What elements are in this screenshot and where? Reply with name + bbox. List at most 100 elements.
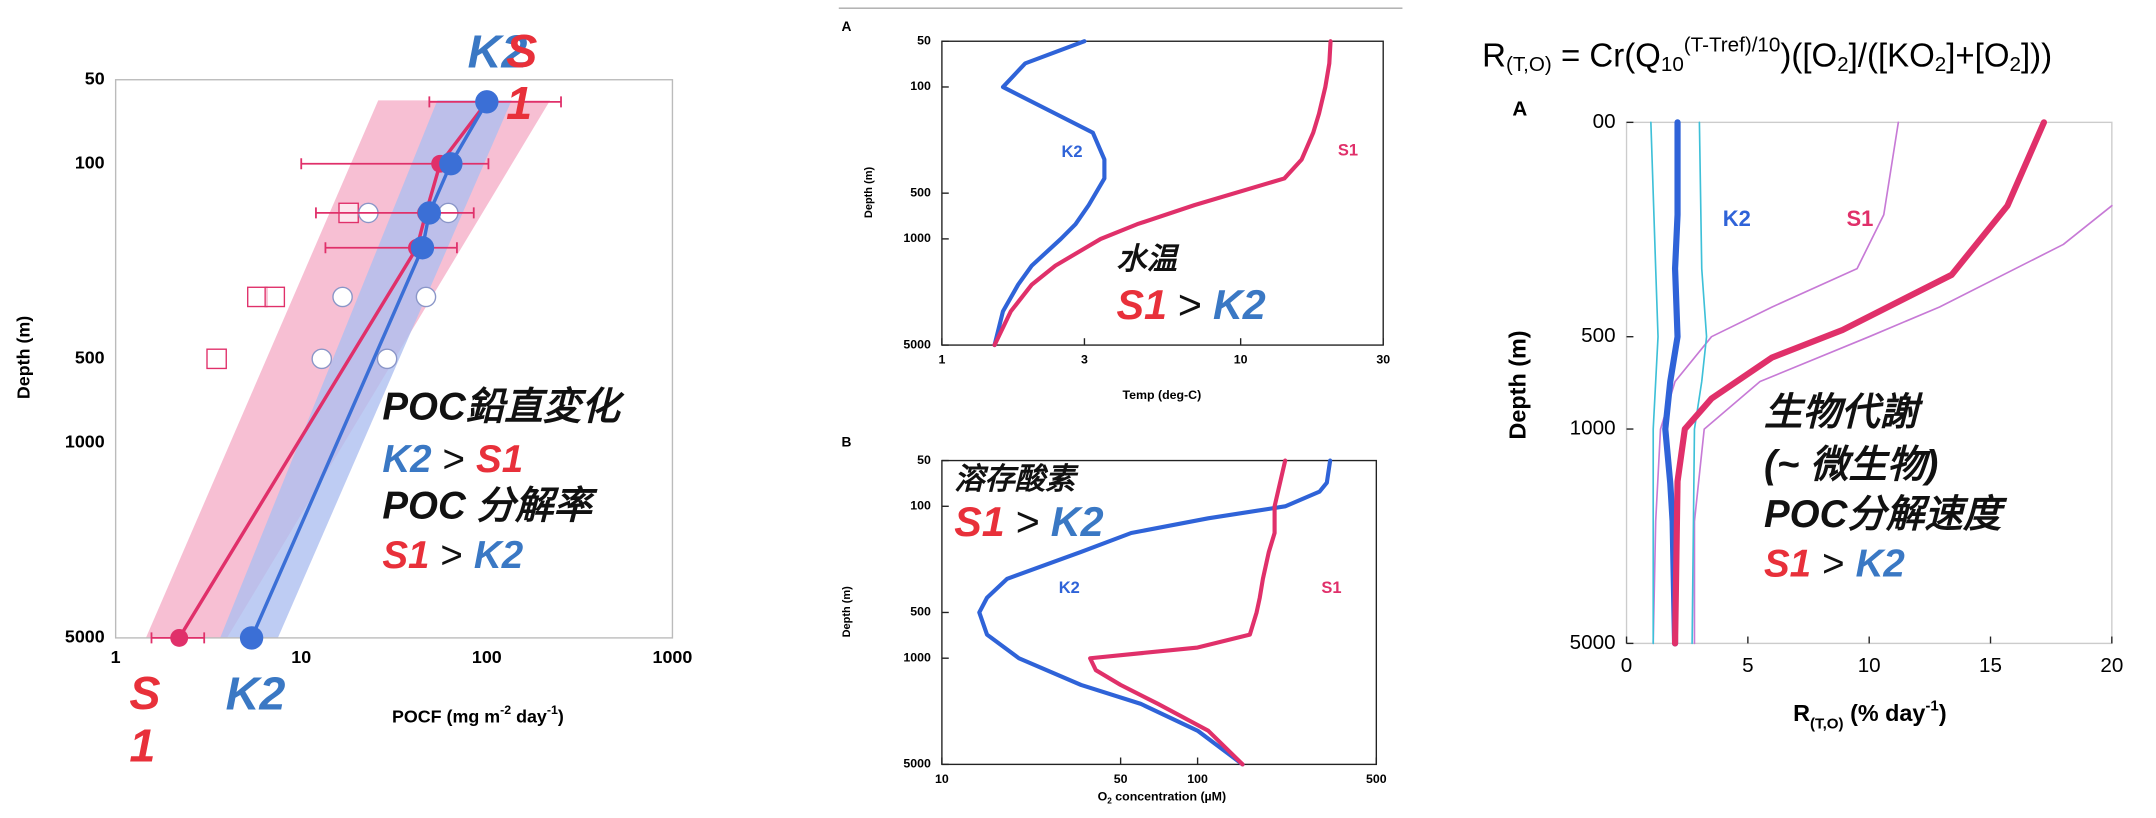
- annotation: 生物代謝: [1764, 391, 1923, 434]
- x-tick-label: 1: [938, 352, 945, 366]
- formula-part: 2: [1935, 53, 1946, 76]
- annotation: POC鉛直変化: [382, 386, 625, 429]
- label-part: POCF (mg m: [392, 706, 500, 726]
- y-axis-label: Depth (m): [14, 316, 34, 399]
- x-tick-label: 10: [1858, 654, 1881, 677]
- label-part: (T,O): [1810, 716, 1844, 733]
- open-circle: [376, 348, 398, 370]
- formula-part: (T-Tref)/10: [1684, 34, 1781, 57]
- open-circle: [415, 286, 437, 308]
- annotation-part: K2: [1051, 499, 1104, 545]
- open-square: [206, 348, 227, 370]
- error-bar: [315, 207, 475, 219]
- annotation-part: POC 分解率: [382, 485, 598, 528]
- profile-line: [1088, 458, 1288, 767]
- series-label: K2: [1062, 143, 1083, 161]
- formula-part: 2: [1837, 53, 1848, 76]
- open-circle: [311, 348, 333, 370]
- annotation-part: K2: [382, 438, 432, 481]
- y-tick-label: 00: [1593, 110, 1616, 133]
- annotation-part: >: [440, 534, 462, 577]
- data-point: [170, 628, 189, 647]
- annotation-part: K2: [1856, 543, 1906, 586]
- y-axis-label: Depth (m): [841, 586, 853, 638]
- series-label: K2: [226, 667, 286, 719]
- annotation: S1 > K2: [954, 499, 1103, 545]
- annotation: 溶存酸素: [954, 462, 1079, 496]
- annotation-part: (~ 微生物): [1764, 444, 1938, 487]
- annotation: POC分解速度: [1764, 493, 2008, 536]
- y-tick-label: 1000: [903, 650, 931, 664]
- y-tick-label: 500: [1581, 324, 1615, 347]
- annotation: (~ 微生物): [1764, 444, 1938, 487]
- label-part: -1: [1925, 698, 1938, 715]
- poc-bands: [145, 100, 551, 638]
- y-axis-label: Depth (m): [863, 167, 875, 219]
- y-tick-label: 100: [910, 79, 931, 93]
- panel-label: B: [842, 434, 852, 449]
- x-tick-label: 100: [1187, 772, 1208, 786]
- formula-part: 2: [2010, 53, 2021, 76]
- label-part: 2: [1107, 797, 1112, 806]
- series-label: S1: [1847, 206, 1874, 231]
- label-part: concentration (µM): [1112, 790, 1226, 804]
- x-tick-label: 10: [1234, 352, 1248, 366]
- y-tick-label: 500: [75, 348, 105, 368]
- series-label: K2: [468, 25, 528, 77]
- label-part: O: [1098, 790, 1108, 804]
- plot-frame: [114, 79, 674, 639]
- annotation: S1 > K2: [382, 534, 523, 577]
- data-point: [439, 152, 463, 176]
- profile-line: [1693, 204, 2113, 645]
- x-axis-label: POCF (mg m-2 day-1): [392, 703, 564, 726]
- y-tick-label: 5000: [903, 757, 931, 771]
- formula-part: ])): [2021, 36, 2052, 73]
- x-tick-label: 15: [1979, 654, 2002, 677]
- profile-line: [992, 39, 1333, 348]
- annotation-part: S1: [1116, 282, 1166, 328]
- formula: R(T,O) = Cr(Q10(T-Tref)/10)([O2]/([KO2]+…: [1482, 34, 2052, 76]
- x-tick-label: 500: [1366, 772, 1387, 786]
- annotation-part: 水温: [1116, 243, 1179, 276]
- annotation: S1 > K2: [1116, 282, 1265, 328]
- profile-line: [1671, 119, 2048, 647]
- annotation-part: >: [1178, 282, 1202, 328]
- y-tick-label: 1000: [65, 432, 105, 452]
- open-square: [264, 286, 286, 308]
- formula-part: )([O: [1780, 36, 1837, 73]
- annotation-part: 生物代謝: [1764, 391, 1923, 434]
- series-label: K2: [1059, 579, 1080, 597]
- series-label: K2: [1723, 206, 1751, 231]
- x-tick-label: 3: [1081, 352, 1088, 366]
- label-part: (% day: [1844, 700, 1926, 726]
- x-tick-label: 100: [472, 647, 502, 667]
- x-tick-label: 1: [111, 647, 121, 667]
- x-axis-label: O2 concentration (µM): [1098, 790, 1226, 806]
- x-tick-label: 20: [2100, 654, 2123, 677]
- annotation-part: >: [443, 438, 465, 481]
- label-part: day: [511, 706, 547, 726]
- label-char: S: [506, 25, 537, 77]
- annotation: K2 > S1: [382, 438, 523, 481]
- open-circle: [332, 286, 353, 308]
- formula-part: (T,O): [1506, 53, 1552, 76]
- label-part: R: [1793, 700, 1810, 726]
- data-point: [239, 626, 264, 650]
- label-part: ): [1939, 700, 1947, 726]
- y-tick-label: 500: [910, 185, 931, 199]
- series-label: S1: [1338, 142, 1358, 160]
- annotation-part: 溶存酸素: [954, 462, 1079, 496]
- y-tick-label: 5000: [1570, 631, 1616, 654]
- label-part: -1: [547, 703, 558, 717]
- profile-line: [1650, 121, 1659, 645]
- y-tick-label: 1000: [1570, 416, 1616, 439]
- y-axis-label: Depth (m): [1504, 330, 1530, 439]
- annotation-part: POC分解速度: [1764, 493, 2008, 536]
- open-square: [247, 286, 268, 308]
- error-bar: [324, 242, 458, 254]
- y-tick-label: 100: [910, 499, 931, 513]
- x-axis-label: Temp (deg-C): [1122, 388, 1201, 402]
- formula-part: ]/([KO: [1849, 36, 1935, 73]
